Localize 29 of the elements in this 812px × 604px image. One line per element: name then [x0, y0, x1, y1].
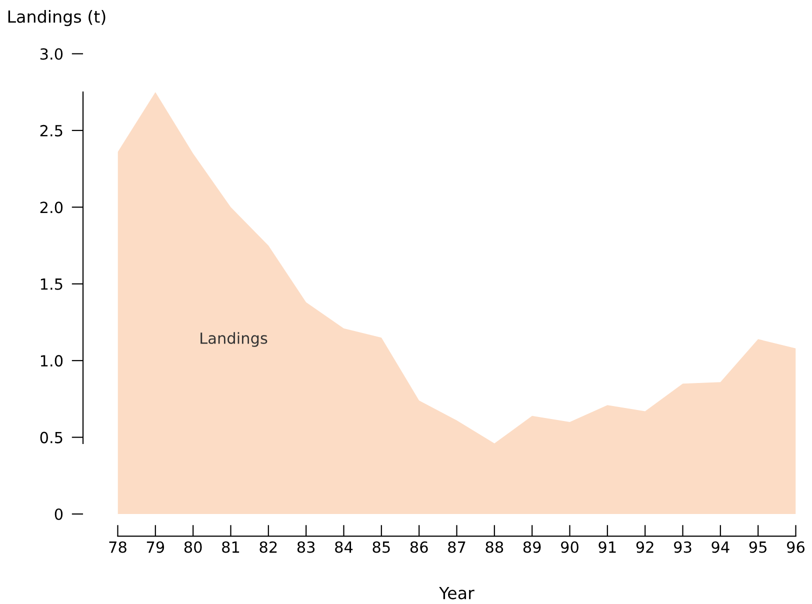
x-tick-label: 94 — [712, 541, 730, 553]
x-tick-label: 86 — [410, 541, 428, 553]
y-tick-label: 0 — [54, 508, 63, 520]
series-label: Landings — [200, 332, 268, 347]
y-tick-label: 0.5 — [40, 432, 62, 444]
x-tick-label: 84 — [335, 541, 353, 553]
y-tick-label: 1.0 — [40, 355, 63, 367]
x-tick-label: 91 — [598, 541, 616, 553]
x-tick-label: 81 — [222, 541, 240, 553]
x-tick-label: 85 — [372, 541, 390, 553]
x-tick-label: 95 — [749, 541, 766, 553]
y-tick-label: 3.0 — [40, 48, 63, 60]
x-axis-title: Year — [439, 586, 474, 600]
x-tick-label: 83 — [297, 541, 315, 553]
x-tick-label: 80 — [184, 541, 202, 553]
x-tick-label: 79 — [146, 541, 164, 553]
y-tick-label: 2.5 — [40, 124, 62, 136]
x-tick-label: 78 — [109, 541, 126, 553]
x-tick-label: 89 — [523, 541, 541, 553]
x-tick-label: 88 — [486, 541, 504, 553]
y-tick-label: 2.0 — [40, 202, 63, 214]
x-tick-label: 92 — [636, 541, 654, 553]
x-tick-label: 82 — [260, 541, 277, 553]
y-tick-label: 1.5 — [40, 278, 62, 290]
x-tick-label: 87 — [448, 541, 466, 553]
x-tick-label: 96 — [787, 541, 805, 553]
x-tick-label: 93 — [674, 541, 692, 553]
y-axis-title: Landings (t) — [8, 10, 106, 26]
x-tick-label: 90 — [560, 541, 578, 553]
